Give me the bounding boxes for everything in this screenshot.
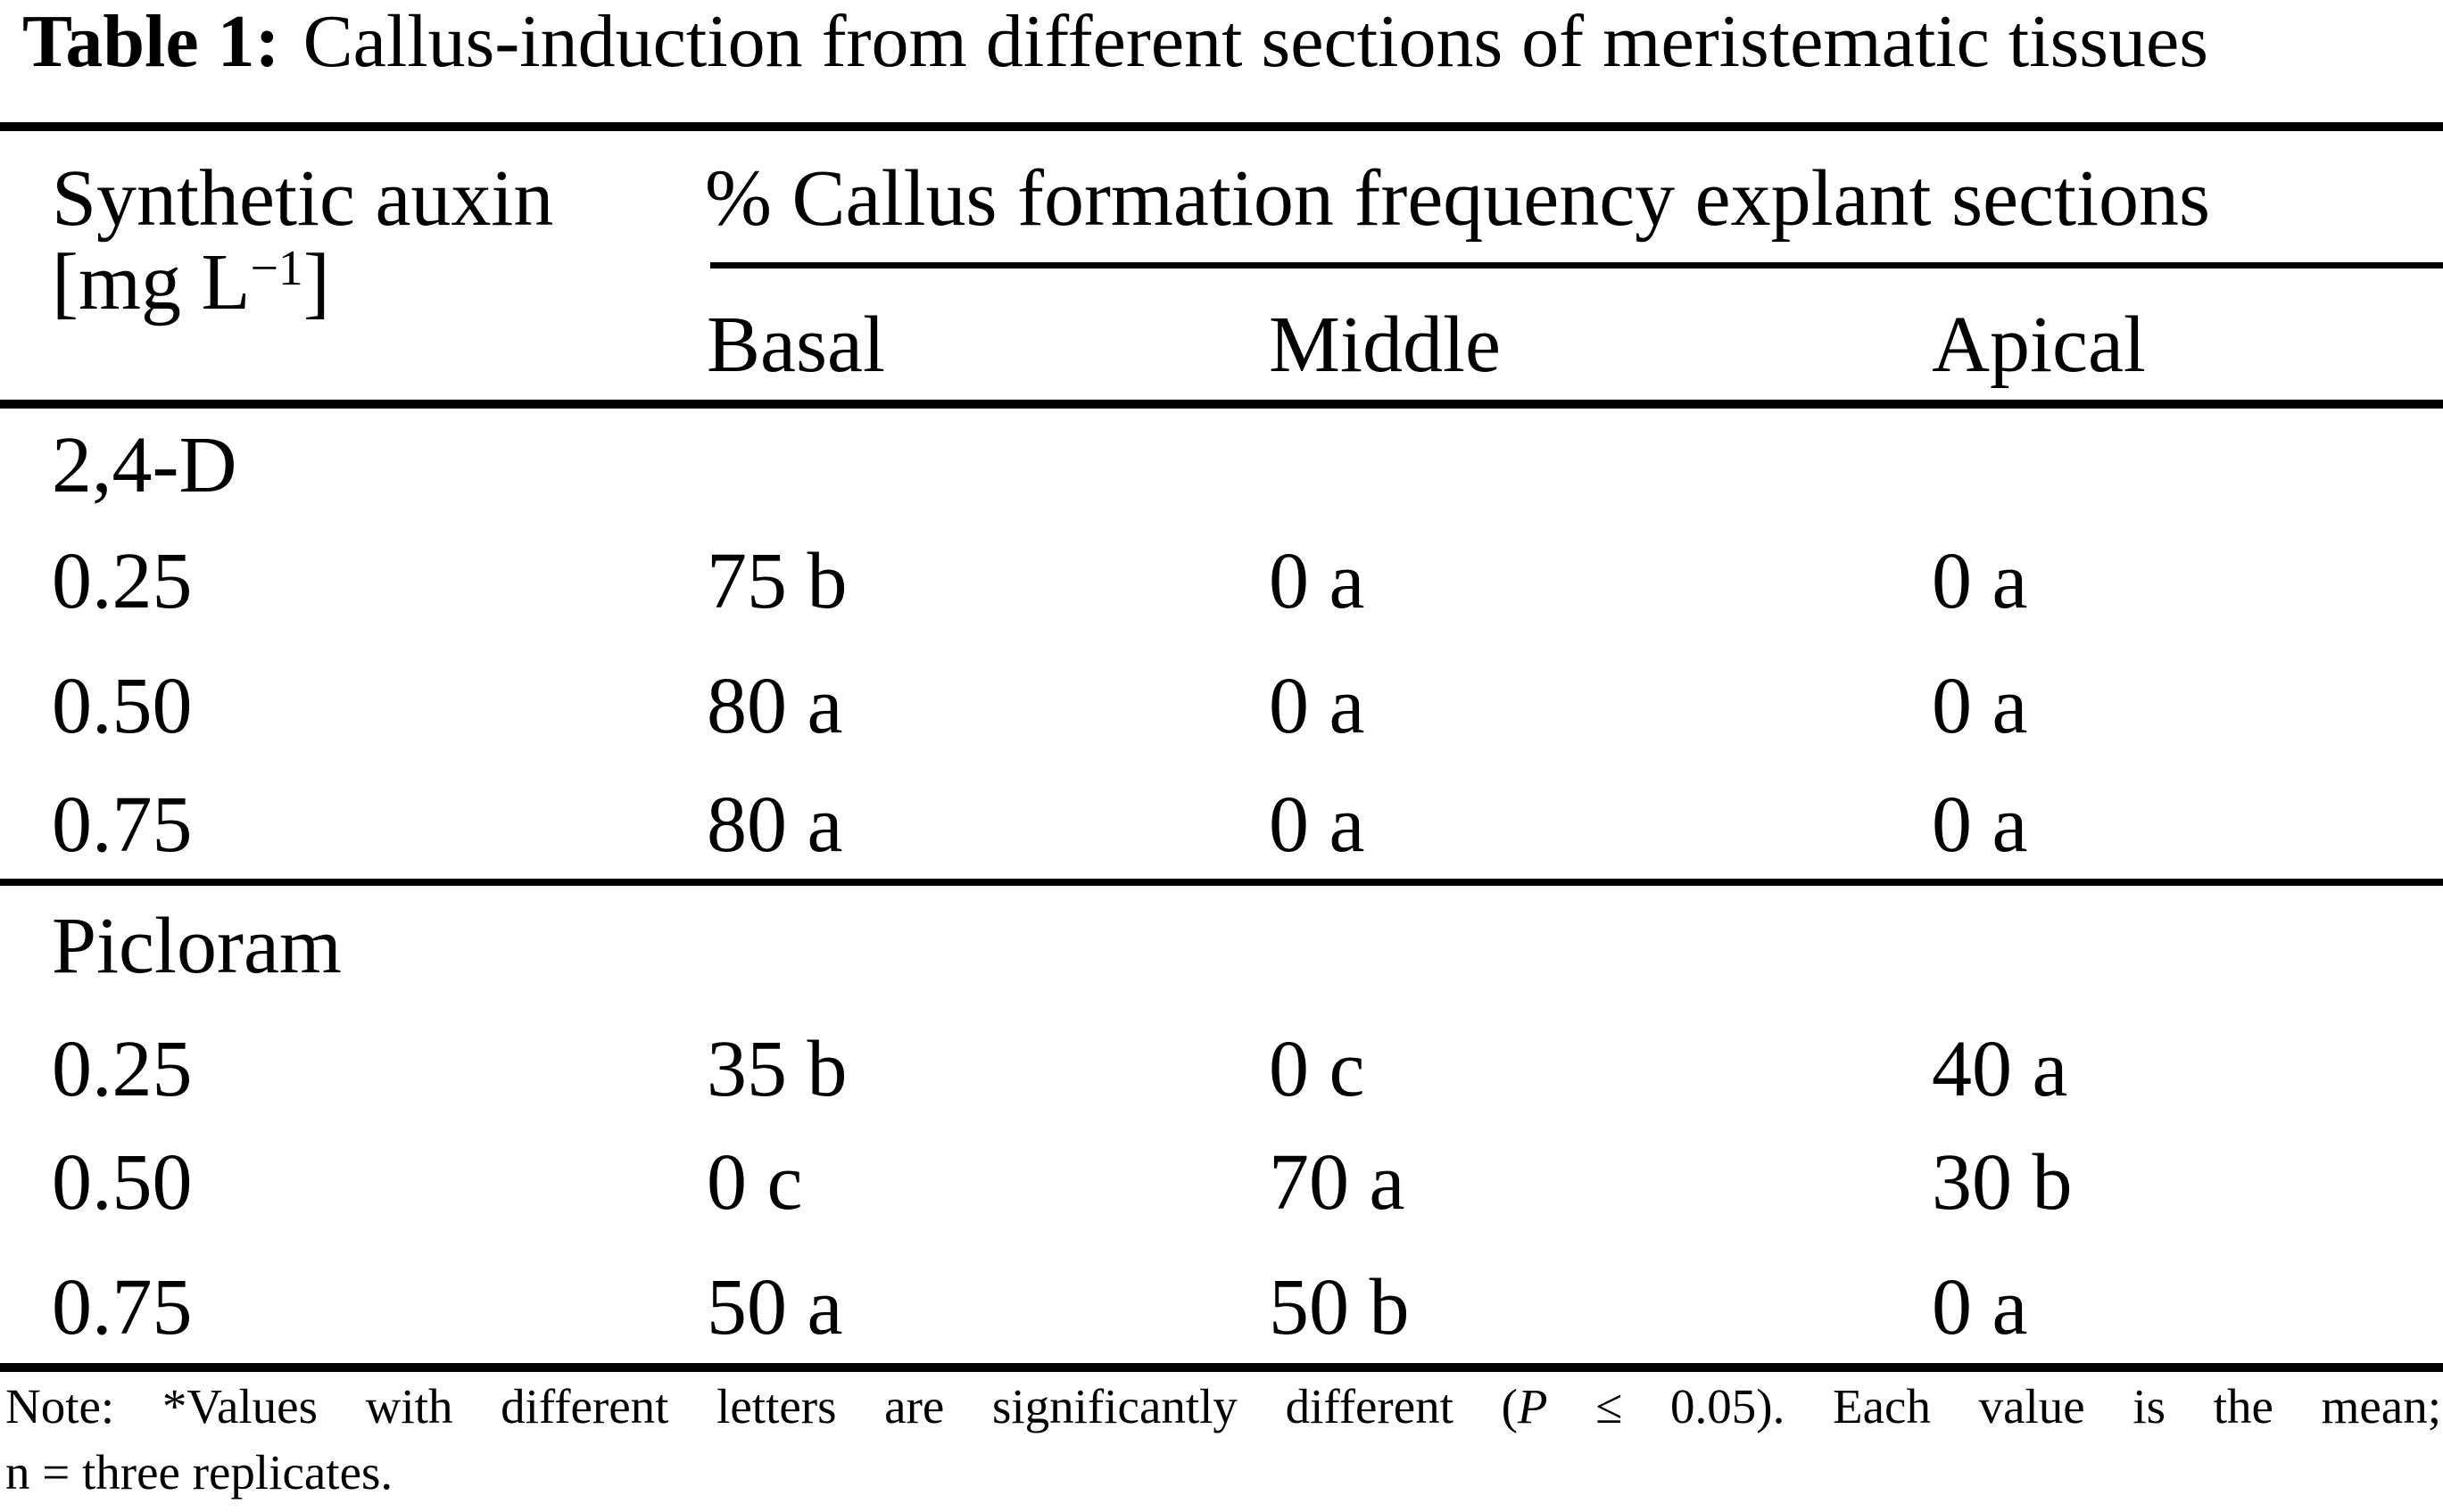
span-header-rule <box>710 262 2443 269</box>
middle-cell: 50 b <box>1269 1263 1410 1351</box>
dose-cell: 0.50 <box>52 1138 193 1227</box>
footnote-line2: n = three replicates. <box>5 1445 393 1500</box>
col-header-basal: Basal <box>707 301 885 389</box>
basal-cell: 50 a <box>707 1263 843 1351</box>
col-header-synthetic-auxin: Synthetic auxin <box>52 154 554 243</box>
footnote-text-pre: Note: *Values with different letters are… <box>5 1379 1518 1434</box>
apical-cell: 30 b <box>1932 1138 2073 1227</box>
unit-close: ] <box>302 238 330 326</box>
unit-open: [mg L <box>52 238 251 326</box>
basal-cell: 0 c <box>707 1138 803 1227</box>
span-header-callus-frequency: % Callus formation frequency explant sec… <box>705 154 2211 243</box>
middle-cell: 0 a <box>1269 781 1365 869</box>
table-caption: Table 1: Callus-induction from different … <box>22 0 2208 84</box>
apical-cell: 0 a <box>1932 662 2028 750</box>
section-divider-rule <box>0 879 2443 886</box>
footnote-line1: Note: *Values with different letters are… <box>5 1382 2441 1431</box>
dose-cell: 0.75 <box>52 1263 193 1351</box>
group-header-24d: 2,4-D <box>52 421 237 509</box>
middle-cell: 0 a <box>1269 537 1365 625</box>
table-bottom-rule <box>0 1363 2443 1372</box>
middle-cell: 0 c <box>1269 1025 1365 1113</box>
apical-cell: 0 a <box>1932 1263 2028 1351</box>
dose-cell: 0.25 <box>52 1025 193 1113</box>
header-bottom-rule <box>0 400 2443 409</box>
table-caption-text: Callus-induction from different sections… <box>302 0 2208 83</box>
table-top-rule <box>0 122 2443 131</box>
apical-cell: 0 a <box>1932 781 2028 869</box>
apical-cell: 40 a <box>1932 1025 2068 1113</box>
footnote-p-symbol: P <box>1517 1379 1548 1434</box>
col-header-unit: [mg L−1] <box>52 243 330 323</box>
middle-cell: 70 a <box>1269 1138 1405 1227</box>
dose-cell: 0.75 <box>52 781 193 869</box>
table-caption-label: Table 1: <box>22 0 280 83</box>
dose-cell: 0.50 <box>52 662 193 750</box>
col-header-apical: Apical <box>1932 301 2146 389</box>
apical-cell: 0 a <box>1932 537 2028 625</box>
dose-cell: 0.25 <box>52 537 193 625</box>
middle-cell: 0 a <box>1269 662 1365 750</box>
basal-cell: 75 b <box>707 537 848 625</box>
unit-superscript: −1 <box>250 241 303 297</box>
basal-cell: 35 b <box>707 1025 848 1113</box>
col-header-middle: Middle <box>1269 301 1501 389</box>
basal-cell: 80 a <box>707 781 843 869</box>
group-header-picloram: Picloram <box>52 902 342 990</box>
footnote-text-post: ≤ 0.05). Each value is the mean; <box>1547 1379 2441 1434</box>
basal-cell: 80 a <box>707 662 843 750</box>
